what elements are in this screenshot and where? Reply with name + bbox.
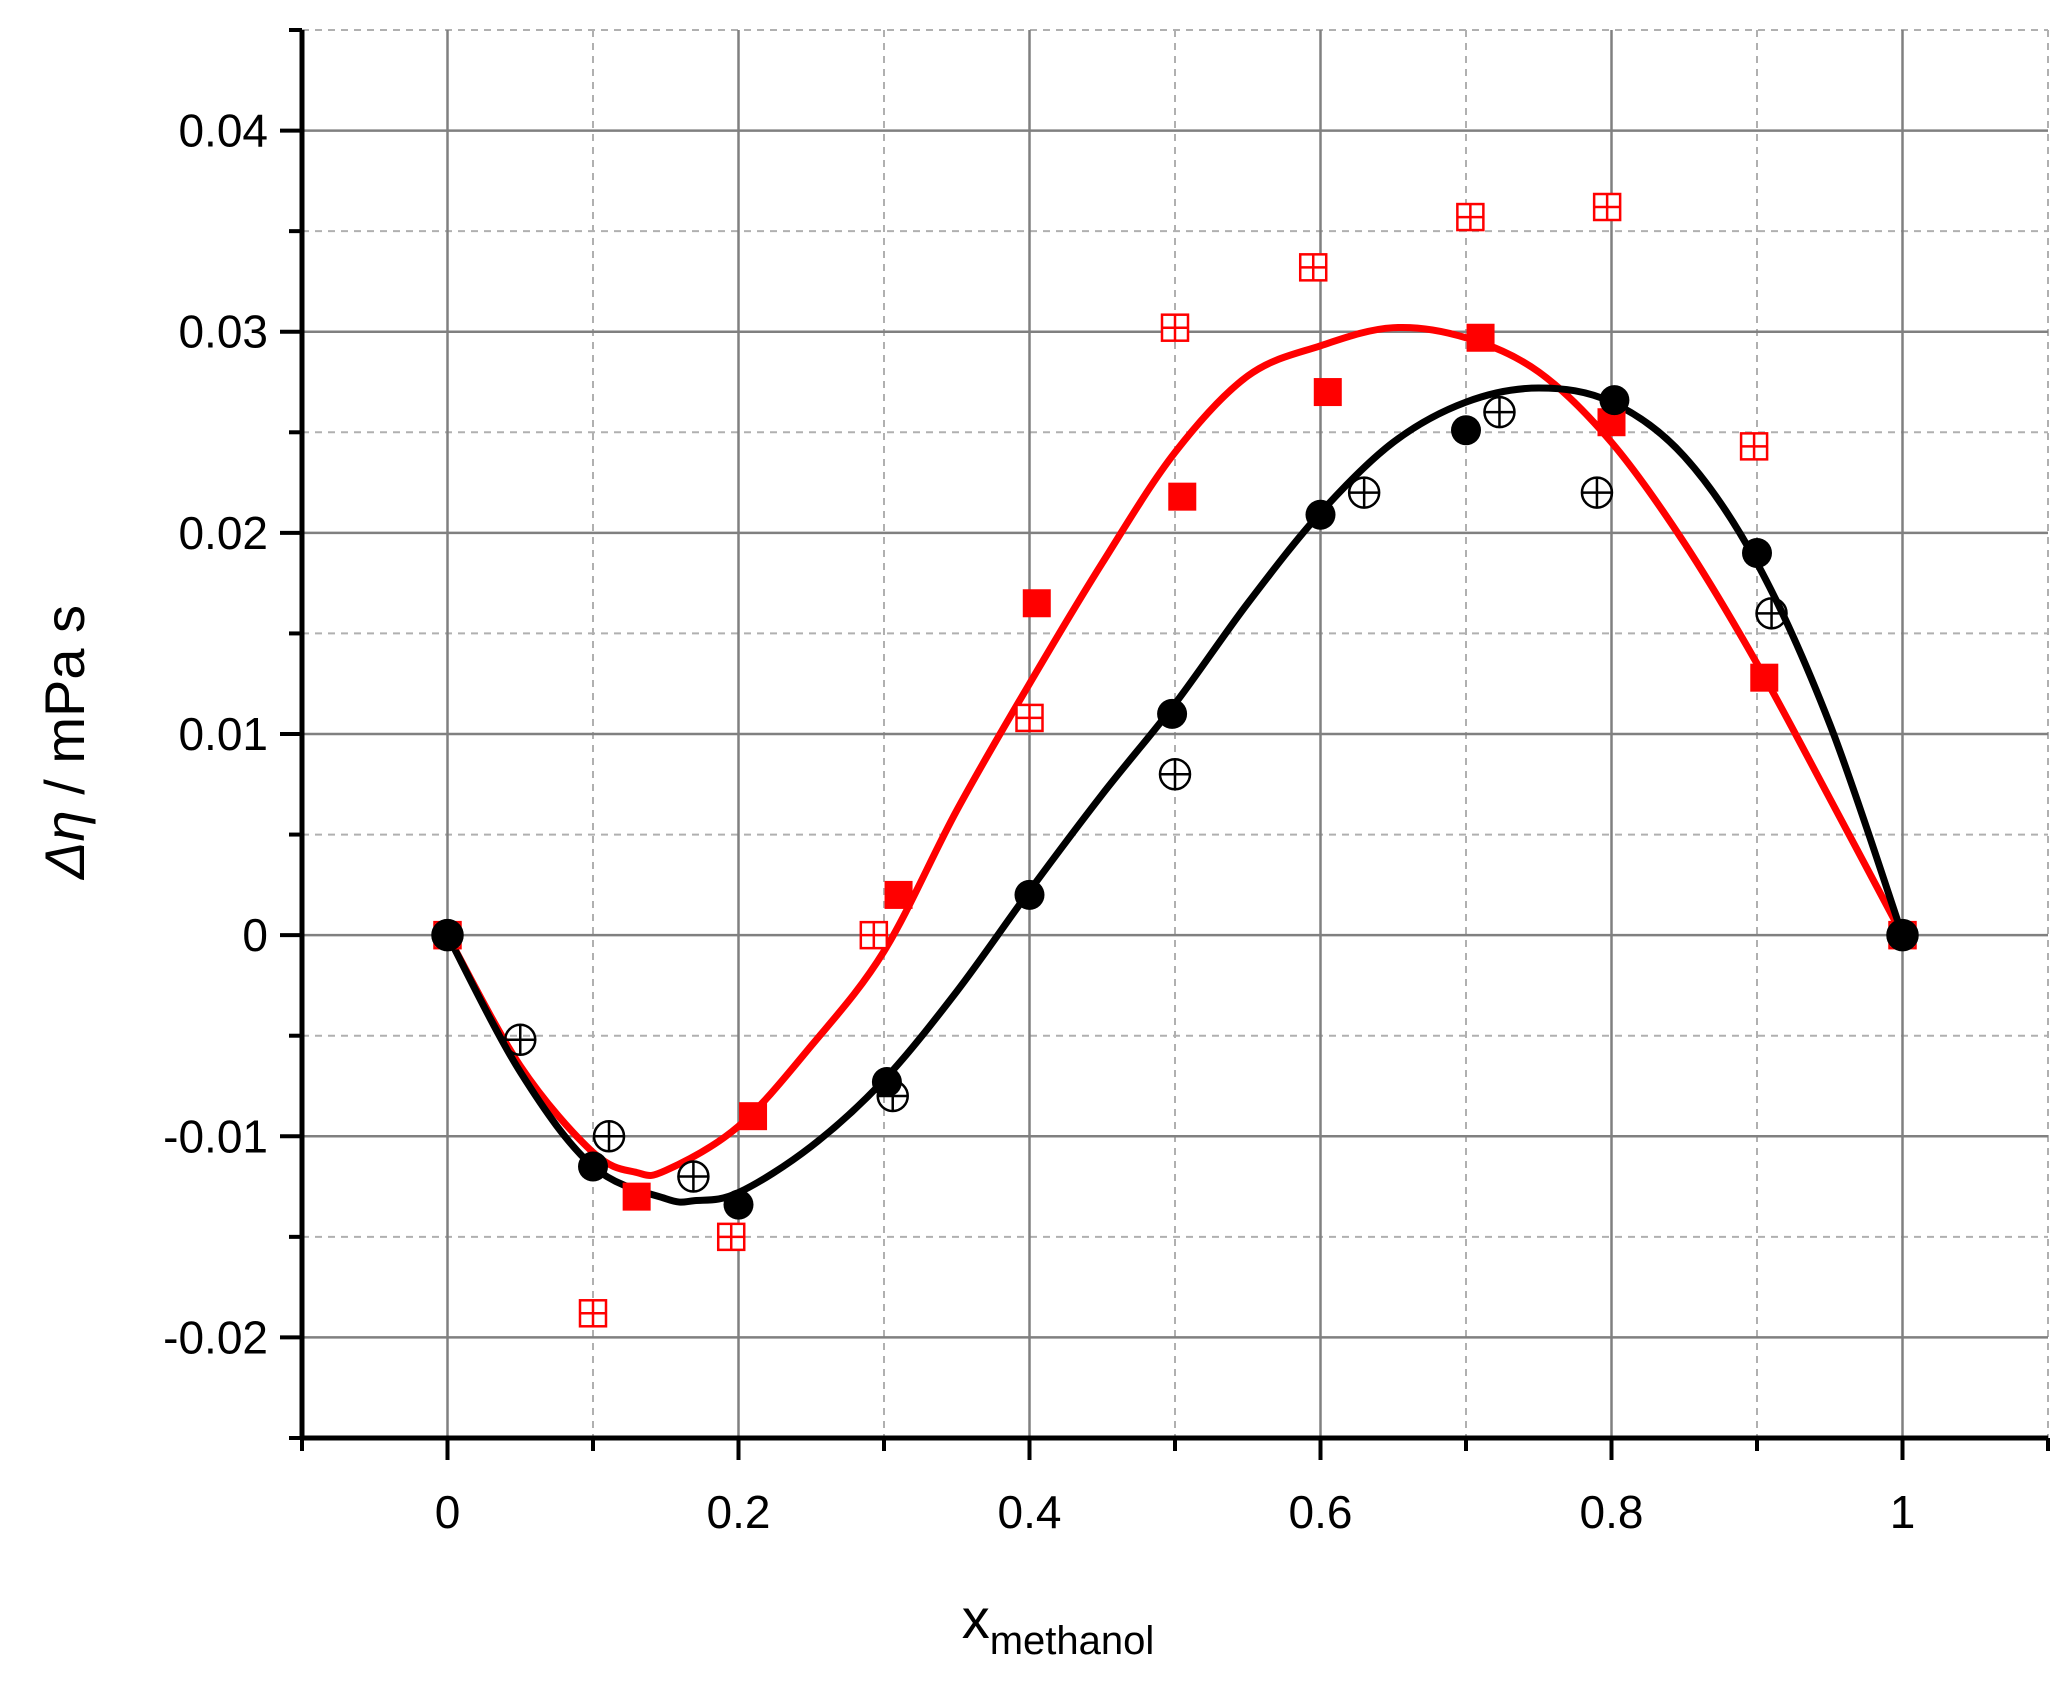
data-point-open-square-cross xyxy=(1739,432,1769,461)
data-point-filled-square xyxy=(1313,378,1342,407)
data-point-open-square-cross xyxy=(716,1222,746,1252)
data-point-filled-circle xyxy=(1599,385,1630,416)
data-point-open-circle-cross xyxy=(876,1079,909,1113)
data-point-open-circle-cross xyxy=(677,1160,710,1193)
data-point-open-circle-cross xyxy=(1347,476,1381,509)
y-tick-label: 0.02 xyxy=(178,507,268,559)
data-point-filled-circle xyxy=(1157,698,1188,729)
data-point-open-square-cross xyxy=(1160,313,1190,342)
x-axis-title: xmethanol xyxy=(962,1587,1155,1663)
y-tick-label: 0.03 xyxy=(178,306,268,358)
data-point-open-square-cross xyxy=(1592,192,1622,222)
x-axis-title-main: x xyxy=(962,1587,990,1650)
x-tick-label: 0.4 xyxy=(998,1486,1062,1538)
data-point-open-square-cross xyxy=(1456,202,1485,232)
data-point-open-circle-cross xyxy=(1158,757,1192,791)
data-point-open-circle-cross xyxy=(1483,395,1516,429)
data-point-open-circle-cross xyxy=(592,1120,626,1153)
x-tick-label: 0.2 xyxy=(707,1486,771,1538)
axes: 0 0.2 0.4 0.6 0.8 1 -0.02 -0.01 0 0.01 0.02 0.03 0.0… xyxy=(163,28,2050,1538)
data-point-open-circle-cross xyxy=(1580,476,1614,509)
axis-labels: xmethanol Δη / mPa s xyxy=(33,605,1154,1663)
x-tick-label: 0.8 xyxy=(1580,1486,1644,1538)
data-point-open-square-cross xyxy=(1298,253,1328,282)
data-point-filled-square xyxy=(622,1182,651,1211)
y-tick-label: 0 xyxy=(242,909,268,961)
data-point-open-circle-cross xyxy=(504,1023,537,1056)
data-series xyxy=(431,192,1919,1328)
data-point-open-square-cross xyxy=(578,1299,608,1328)
x-tick-label: 0 xyxy=(435,1486,461,1538)
x-axis-title-subscript: methanol xyxy=(990,1619,1155,1663)
data-point-filled-circle xyxy=(1742,537,1772,568)
y-tick-label: -0.01 xyxy=(163,1110,268,1162)
data-point-filled-square xyxy=(1168,482,1197,511)
data-point-open-square-cross xyxy=(859,920,889,950)
data-point-open-square-cross xyxy=(1015,703,1044,733)
y-tick-label: -0.02 xyxy=(163,1311,268,1363)
y-axis-title-unit: / mPa s xyxy=(33,605,96,810)
data-point-filled-square xyxy=(1750,663,1779,692)
data-point-filled-circle xyxy=(1305,499,1336,530)
data-point-filled-circle xyxy=(1014,879,1045,910)
data-point-filled-circle xyxy=(578,1151,608,1182)
series-line xyxy=(444,323,1906,1179)
y-tick-label: 0.01 xyxy=(178,708,268,760)
x-tick-label: 0.6 xyxy=(1289,1486,1353,1538)
data-point-open-circle-cross xyxy=(431,918,464,952)
grid xyxy=(301,29,2049,1439)
y-axis-title: Δη / mPa s xyxy=(33,605,96,881)
data-point-filled-square xyxy=(739,1102,768,1131)
data-point-open-circle-cross xyxy=(1755,597,1788,630)
data-point-filled-circle xyxy=(723,1189,754,1220)
data-point-open-circle-cross xyxy=(1886,918,1919,952)
data-point-filled-square xyxy=(884,880,913,909)
x-tick-label: 1 xyxy=(1890,1486,1916,1538)
data-point-filled-circle xyxy=(1451,415,1481,446)
data-point-filled-square xyxy=(1466,323,1495,352)
y-axis-title-symbol: Δη xyxy=(33,810,96,881)
data-point-filled-square xyxy=(1022,589,1051,618)
y-tick-label: 0.04 xyxy=(178,105,268,157)
